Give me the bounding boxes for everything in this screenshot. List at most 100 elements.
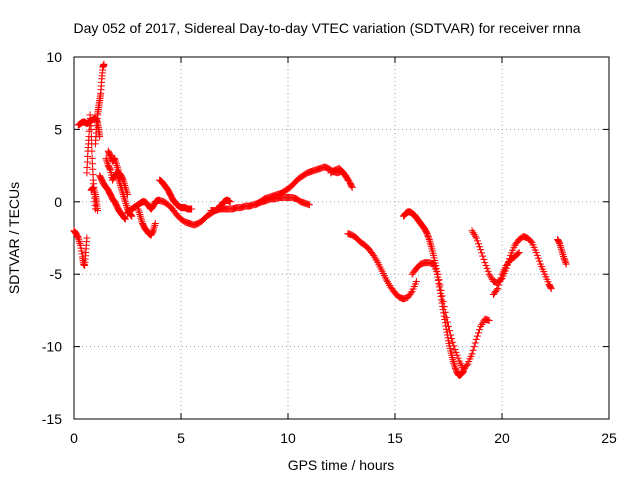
data-point — [438, 292, 446, 300]
data-point-interp — [77, 247, 85, 255]
data-point-interp — [560, 252, 568, 260]
data-point-interp — [426, 237, 434, 245]
data-point-interp — [110, 155, 118, 163]
data-point-interp — [450, 359, 458, 367]
y-tick-label: -10 — [42, 339, 62, 355]
chart-title: Day 052 of 2017, Sidereal Day-to-day VTE… — [73, 20, 580, 36]
data-point — [136, 212, 144, 220]
data-point-interp — [122, 187, 130, 195]
data-point-interp — [372, 255, 380, 263]
data-point-interp — [471, 339, 479, 347]
data-point-interp — [122, 200, 130, 208]
data-point — [94, 206, 102, 214]
y-tick-label: -5 — [50, 266, 63, 282]
data-point-interp — [470, 230, 478, 238]
x-tick-label: 20 — [494, 430, 510, 446]
data-point-interp — [434, 276, 442, 284]
data-point-interp — [77, 244, 85, 252]
data-point-interp — [439, 297, 447, 305]
data-point-interp — [138, 218, 146, 226]
y-tick-label: 10 — [46, 49, 62, 65]
data-point — [370, 251, 378, 259]
data-point-interp — [137, 216, 145, 224]
data-point — [468, 350, 476, 358]
data-point-interp — [113, 163, 121, 171]
data-point-interp — [493, 286, 501, 294]
data-point — [100, 60, 108, 68]
data-point-interp — [484, 267, 492, 275]
data-point — [76, 241, 84, 249]
data-point-interp — [135, 207, 143, 215]
data-point-interp — [120, 194, 128, 202]
data-point-interp — [122, 201, 130, 209]
x-tick-label: 15 — [387, 430, 403, 446]
data-point-interp — [534, 254, 542, 262]
data-point-interp — [557, 243, 565, 251]
data-point-interp — [559, 251, 567, 259]
data-point-interp — [117, 171, 125, 179]
data-point-interp — [450, 342, 458, 350]
data-point-interp — [440, 309, 448, 317]
data-point-interp — [463, 361, 471, 369]
data-point-interp — [127, 212, 135, 220]
x-tick-label: 25 — [601, 430, 617, 446]
y-tick-label: 5 — [54, 121, 62, 137]
data-point-interp — [527, 237, 535, 245]
data-point-interp — [89, 184, 97, 192]
data-point-interp — [90, 187, 98, 195]
data-point — [111, 154, 119, 162]
data-point — [412, 277, 420, 285]
data-point-interp — [436, 281, 444, 289]
data-point-interp — [121, 196, 129, 204]
data-point — [560, 254, 568, 262]
data-point-interp — [556, 242, 564, 250]
data-point-interp — [486, 272, 494, 280]
data-point-interp — [384, 278, 392, 286]
data-point-interp — [136, 210, 144, 218]
data-point — [442, 314, 450, 322]
data-point — [226, 198, 234, 206]
data-point-interp — [470, 343, 478, 351]
data-point — [449, 356, 457, 364]
data-point-interp — [561, 257, 569, 265]
data-point-interp — [151, 221, 159, 229]
data-point-interp — [149, 203, 157, 211]
data-point-interp — [137, 214, 145, 222]
data-point-interp — [106, 165, 114, 173]
data-point — [113, 162, 121, 170]
data-point-interp — [479, 319, 487, 327]
data-point — [74, 234, 82, 242]
data-point-interp — [469, 346, 477, 354]
data-point-interp — [75, 238, 83, 246]
data-point-interp — [452, 348, 460, 356]
data-point-interp — [407, 289, 415, 297]
x-tick-label: 0 — [70, 430, 78, 446]
data-point-interp — [341, 171, 349, 179]
data-point-interp — [424, 231, 432, 239]
data-point-interp — [120, 178, 128, 186]
data-point-interp — [482, 262, 490, 270]
data-point — [340, 169, 348, 177]
data-point — [556, 240, 564, 248]
y-tick-label: -15 — [42, 411, 62, 427]
data-point-interp — [432, 264, 440, 272]
data-point — [89, 183, 97, 191]
data-point-interp — [120, 214, 128, 222]
data-point — [485, 270, 493, 278]
data-point — [305, 201, 313, 209]
data-point — [481, 259, 489, 267]
data-point-interp — [121, 182, 129, 190]
data-point-interp — [425, 234, 433, 242]
data-point-interp — [471, 232, 479, 240]
x-tick-labels: 0 5 10 15 20 25 — [70, 430, 617, 446]
data-point — [562, 260, 570, 268]
data-point — [344, 176, 352, 184]
data-point-interp — [474, 240, 482, 248]
data-point — [151, 220, 159, 228]
data-point-interp — [438, 296, 446, 304]
data-point-interp — [479, 252, 487, 260]
data-point-interp — [476, 243, 484, 251]
data-point — [128, 212, 136, 220]
data-point-interp — [558, 249, 566, 257]
data-point — [494, 285, 502, 293]
